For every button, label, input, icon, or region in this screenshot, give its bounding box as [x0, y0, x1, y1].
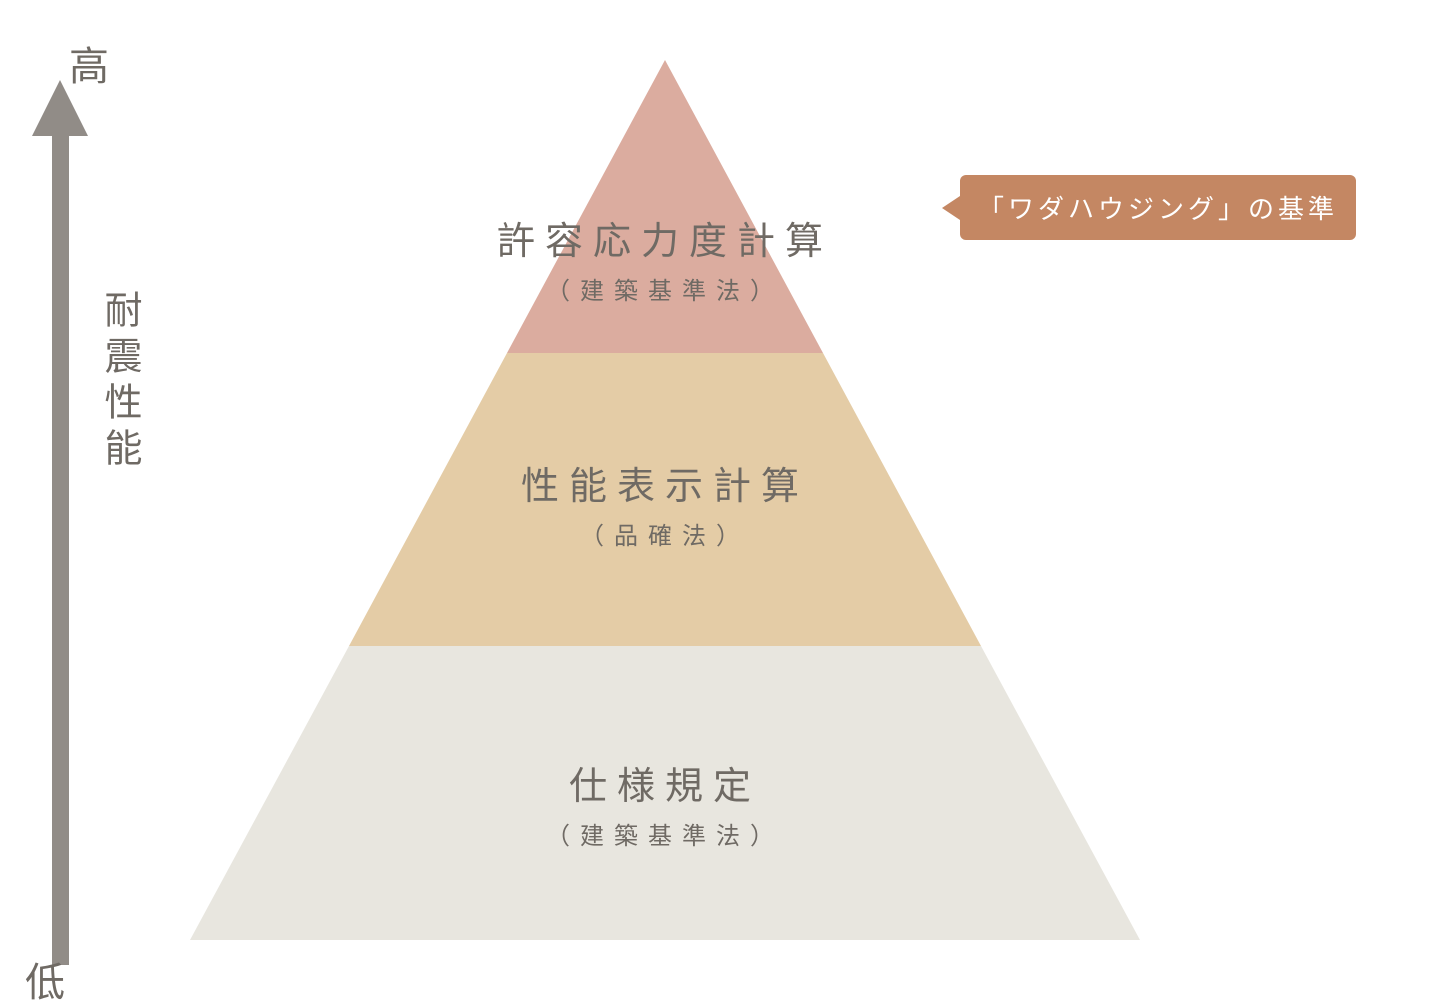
arrow-shaft: [52, 135, 69, 965]
layer-title-middle: 性能表示計算: [190, 455, 1140, 510]
callout-text: 「ワダハウジング」の基準: [978, 194, 1338, 224]
diagram-container: 高 耐震性能 低 許容応力度計算（建築基準法）性能表示計算（品確法）仕様規定（建…: [0, 0, 1441, 1004]
pyramid-layer-label-middle: 性能表示計算 （品確法）: [190, 455, 1140, 551]
layer-subtitle-top: （建築基準法）: [190, 271, 1140, 306]
layer-subtitle-bottom: （建築基準法）: [190, 816, 1140, 851]
axis-mid-label: 耐震性能: [92, 290, 147, 474]
layer-subtitle-middle: （品確法）: [190, 516, 1140, 551]
callout-badge: 「ワダハウジング」の基準: [960, 175, 1356, 240]
axis-bottom-label: 低: [25, 950, 65, 1008]
arrow-head-icon: [32, 80, 88, 136]
pyramid-layer-label-bottom: 仕様規定 （建築基準法）: [190, 755, 1140, 851]
axis: 高: [44, 40, 104, 960]
layer-title-bottom: 仕様規定: [190, 755, 1140, 810]
